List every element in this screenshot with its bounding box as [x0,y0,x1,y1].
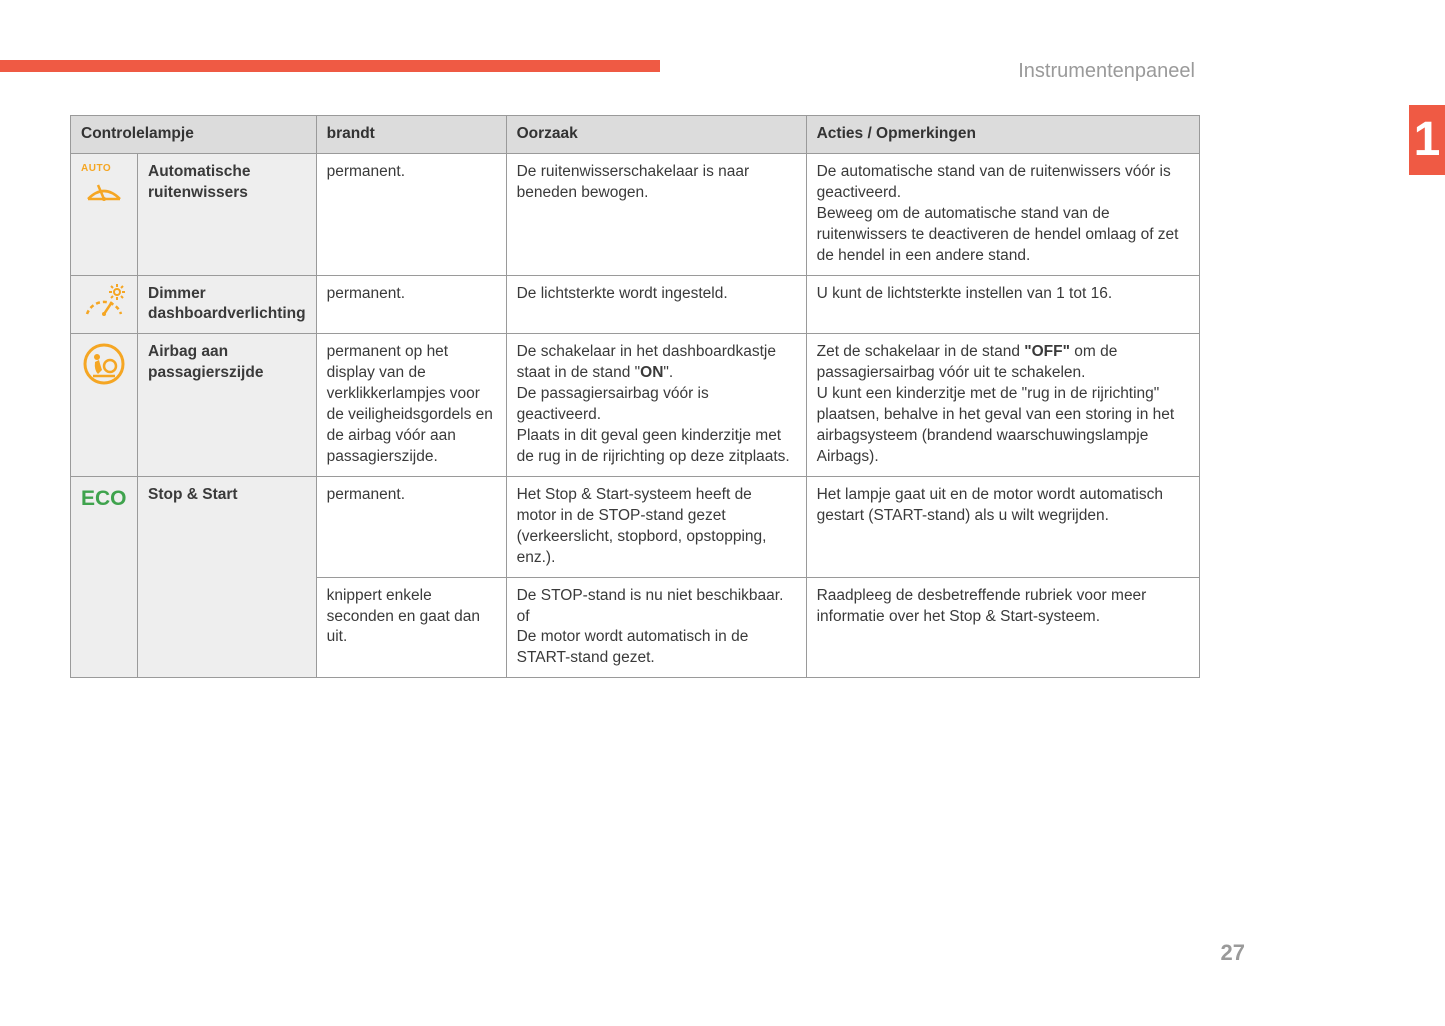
cell-acties: Raadpleeg de desbetreffende rubriek voor… [806,577,1199,678]
cell-brandt: permanent. [316,275,506,334]
table-row: Airbag aan passagierszijdepermanent op h… [71,334,1200,477]
cell-brandt: knippert enkele seconden en gaat dan uit… [316,577,506,678]
cell-brandt: permanent. [316,153,506,275]
cell-acties: De automatische stand van de ruitenwisse… [806,153,1199,275]
eco-icon: ECO [71,476,138,677]
cell-brandt: permanent. [316,476,506,577]
warning-lights-table: Controlelampje brandt Oorzaak Acties / O… [70,115,1200,678]
cell-acties: Zet de schakelaar in de stand "OFF" om d… [806,334,1199,477]
section-title: Instrumentenpaneel [1018,60,1195,83]
cell-oorzaak: De lichtsterkte wordt ingesteld. [506,275,806,334]
row-label: Automatische ruitenwissers [138,153,317,275]
table-header-row: Controlelampje brandt Oorzaak Acties / O… [71,116,1200,154]
accent-bar [0,60,660,72]
col-header-brandt: brandt [316,116,506,154]
row-label: Stop & Start [138,476,317,677]
cell-oorzaak: De STOP-stand is nu niet beschikbaar.ofD… [506,577,806,678]
cell-brandt: permanent op het display van de verklikk… [316,334,506,477]
chapter-tab: 1 [1409,105,1445,175]
dimmer-icon [71,275,138,334]
cell-oorzaak: Het Stop & Start-systeem heeft de motor … [506,476,806,577]
cell-acties: U kunt de lichtsterkte instellen van 1 t… [806,275,1199,334]
col-header-oorzaak: Oorzaak [506,116,806,154]
cell-oorzaak: De schakelaar in het dashboardkastje sta… [506,334,806,477]
col-header-acties: Acties / Opmerkingen [806,116,1199,154]
row-label: Dimmer dashboardverlichting [138,275,317,334]
col-header-controlelampje: Controlelampje [71,116,317,154]
page-number: 27 [1221,940,1245,966]
table-row: AUTOAutomatische ruitenwisserspermanent.… [71,153,1200,275]
auto-wipers-icon: AUTO [71,153,138,275]
row-label: Airbag aan passagierszijde [138,334,317,477]
passenger-airbag-icon [71,334,138,477]
cell-acties: Het lampje gaat uit en de motor wordt au… [806,476,1199,577]
cell-oorzaak: De ruitenwisserschakelaar is naar benede… [506,153,806,275]
table-row: ECOStop & Startpermanent.Het Stop & Star… [71,476,1200,577]
table-row: Dimmer dashboardverlichtingpermanent.De … [71,275,1200,334]
